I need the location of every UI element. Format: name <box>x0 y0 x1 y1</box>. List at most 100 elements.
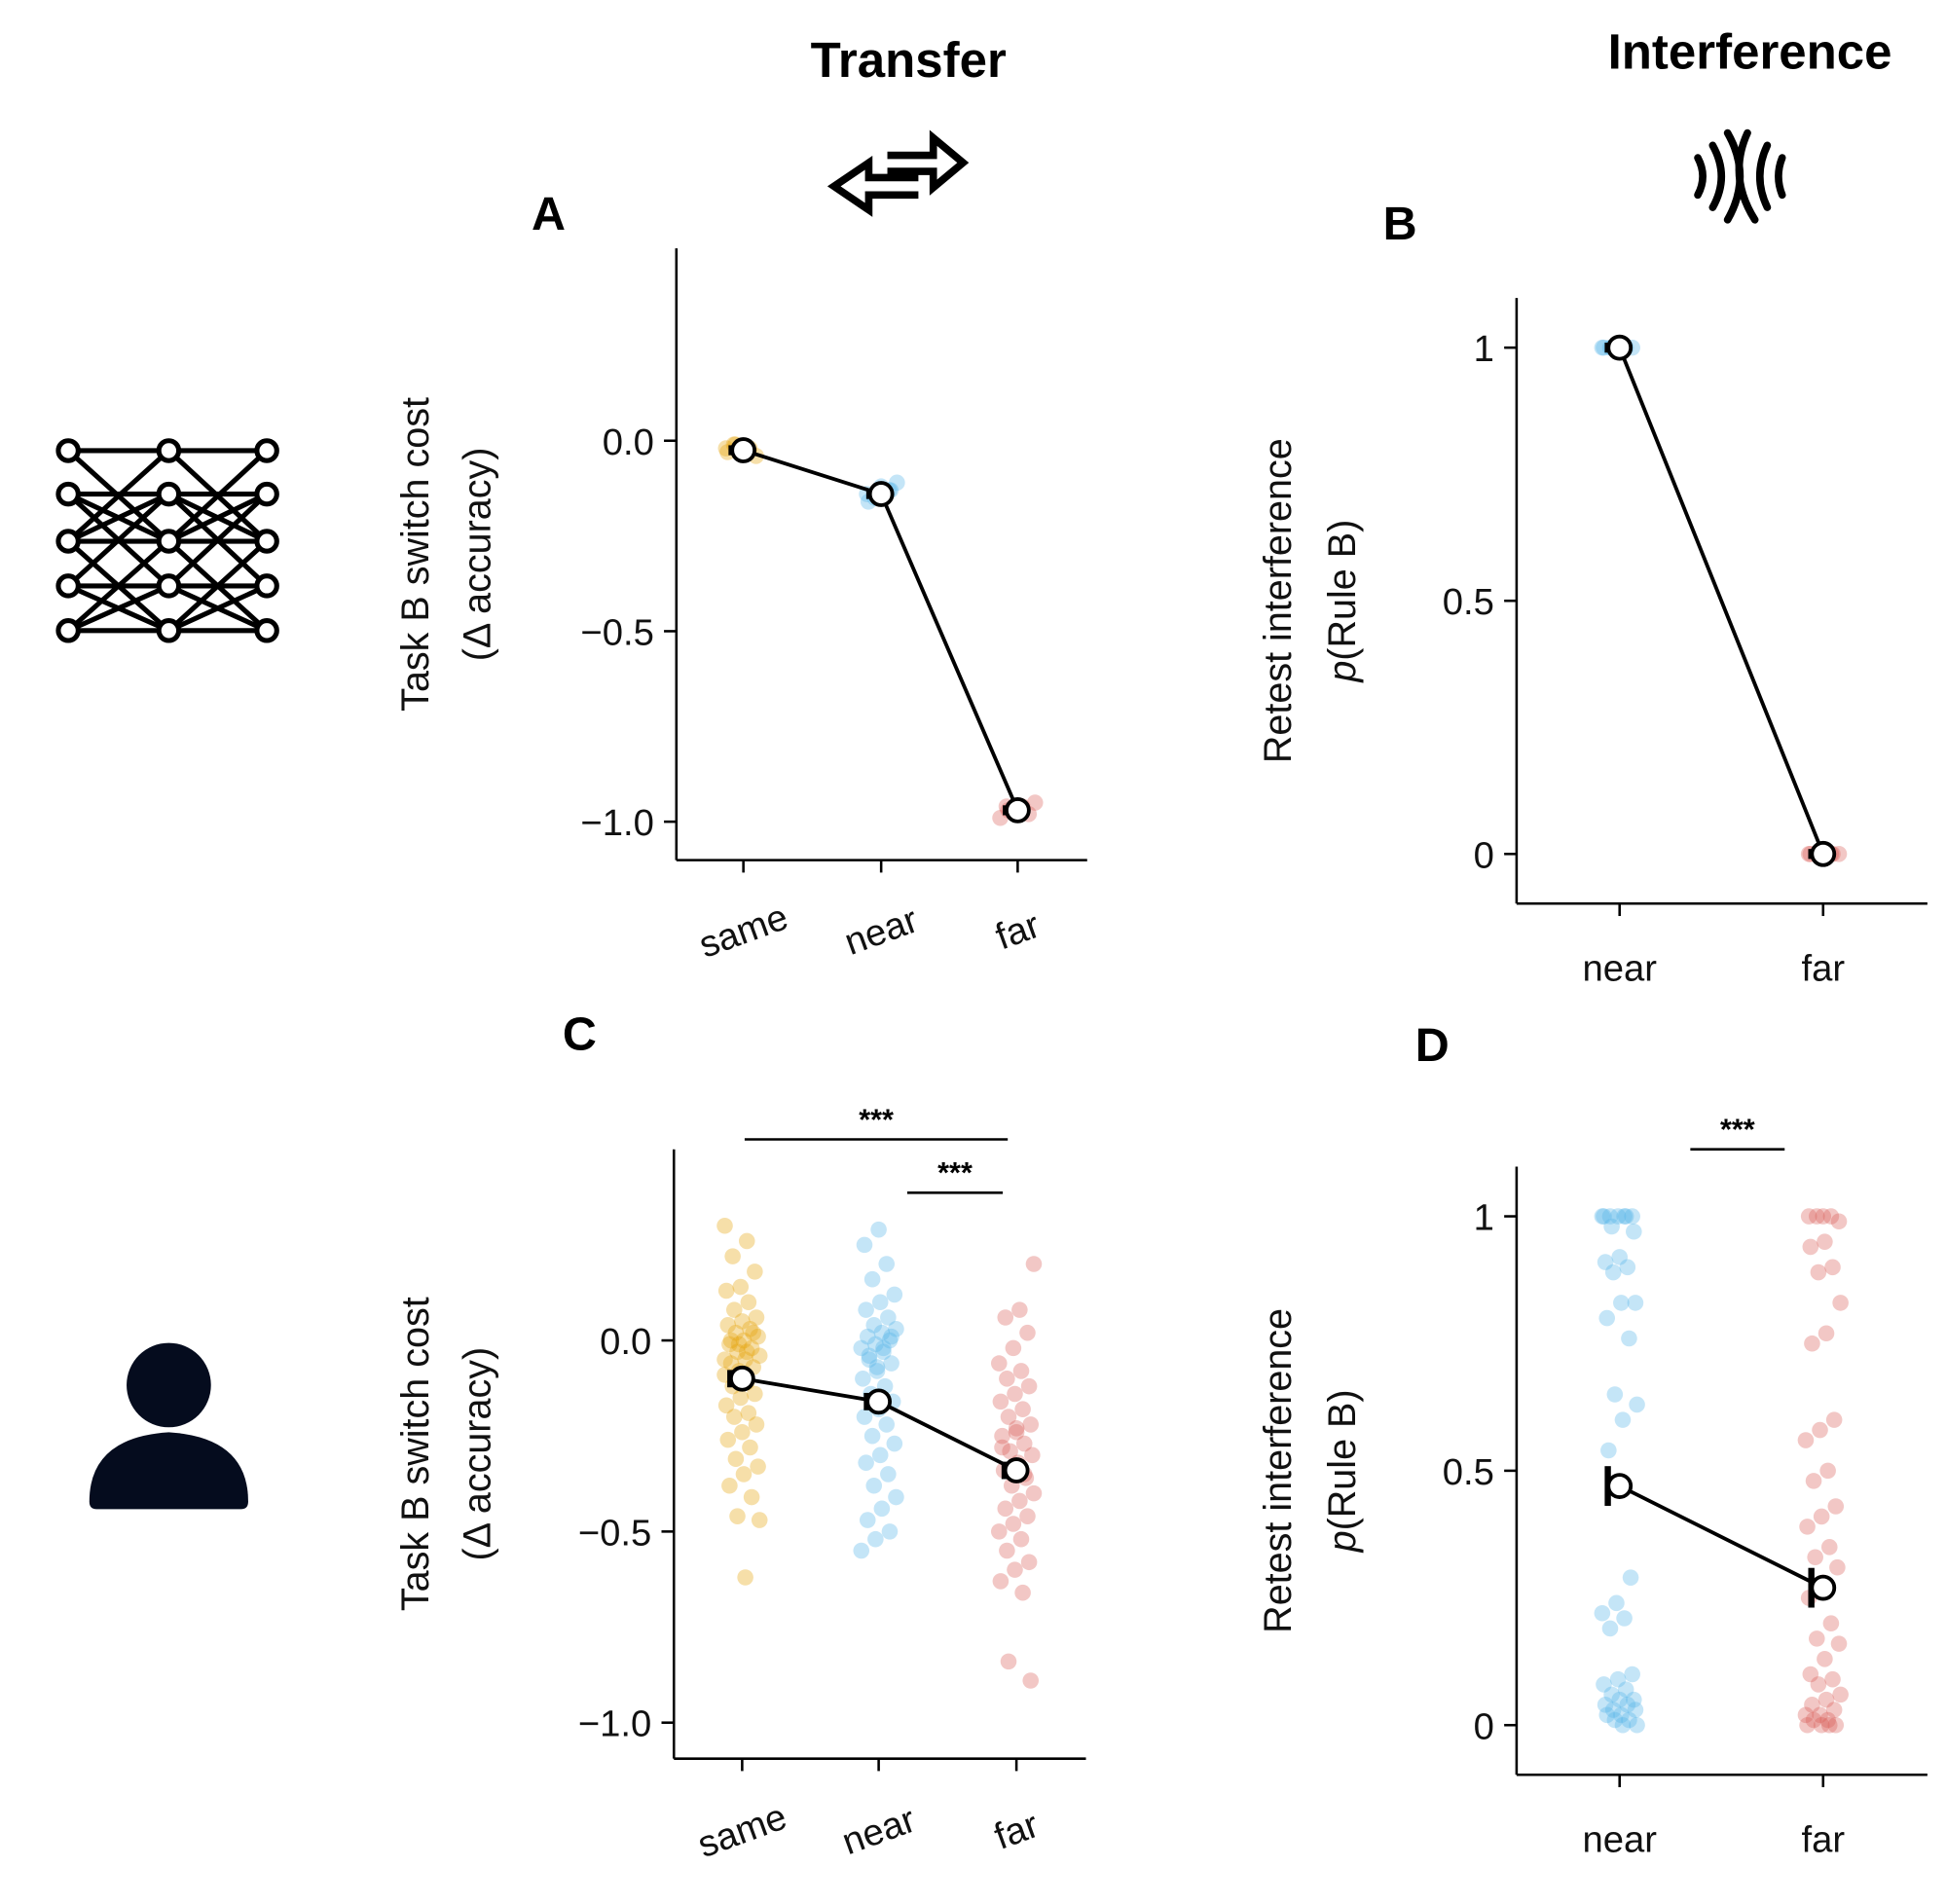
data-point-same <box>716 1351 733 1368</box>
data-point-near <box>889 474 905 492</box>
data-point-far <box>1817 1325 1835 1342</box>
x-tick-label: same <box>692 1796 792 1866</box>
mean-line <box>1618 1483 1824 1590</box>
data-point-far <box>1799 1716 1816 1734</box>
panel-A: A 0.0 −0.5 −1.0 same near far Task B switch cos… <box>394 188 1087 967</box>
data-point-far <box>1820 1716 1838 1734</box>
data-point-far <box>1022 1672 1040 1689</box>
x-tick-label: far <box>1801 1818 1845 1860</box>
mean-marker <box>867 481 895 507</box>
data-point-near <box>863 1270 881 1288</box>
data-point-far <box>1007 1561 1023 1578</box>
data-point-far <box>999 1371 1015 1387</box>
data-point-near <box>1594 1604 1611 1622</box>
network-edge <box>66 539 171 633</box>
network-node <box>156 529 182 554</box>
data-point-near <box>1627 1702 1644 1718</box>
data-point-far <box>1810 1263 1827 1281</box>
data-point-near <box>1604 1263 1622 1281</box>
data-point-near <box>1621 1711 1637 1729</box>
x-tick-label: far <box>989 1804 1045 1858</box>
panel-label: C <box>563 1008 597 1061</box>
data-point-near <box>1614 1716 1632 1734</box>
data-point-near <box>1597 1697 1614 1713</box>
data-point-far <box>999 1542 1015 1559</box>
data-point-far <box>997 1309 1014 1326</box>
network-node <box>156 618 182 643</box>
data-point-near <box>867 1336 884 1353</box>
y-tick-label: 0.5 <box>1443 1451 1494 1493</box>
data-point-far <box>1810 1676 1827 1693</box>
y-axis-label-unit: (Δ accuracy) <box>457 1347 499 1561</box>
data-point-far <box>1011 1301 1028 1318</box>
data-point-near <box>886 1435 903 1452</box>
data-point-same <box>730 1336 748 1353</box>
data-point-near <box>1594 1208 1611 1225</box>
data-point-far <box>1000 1653 1017 1670</box>
data-point-near <box>1603 1686 1620 1703</box>
panel-label: D <box>1415 1019 1450 1072</box>
data-point-far <box>1008 1420 1025 1437</box>
mean-marker <box>1810 840 1837 867</box>
y-tick-label: 0.5 <box>1443 581 1494 623</box>
header-interference: Interference <box>1608 23 1892 79</box>
data-point-near <box>1617 1681 1634 1698</box>
data-point-same <box>722 1332 740 1349</box>
network-edge <box>166 449 269 543</box>
data-point-same <box>721 1336 738 1353</box>
data-point-same <box>747 1385 763 1403</box>
data-point-same <box>716 1217 733 1234</box>
data-point-near <box>1624 1208 1640 1225</box>
y-axis-label: Retest interference <box>1257 1308 1300 1633</box>
data-point-far <box>1019 1324 1036 1341</box>
data-point-same <box>719 1431 737 1448</box>
data-point-far <box>1819 1711 1836 1729</box>
mean-marker <box>1606 1473 1634 1499</box>
data-point-far <box>1825 1702 1843 1718</box>
bidirectional-arrow-icon <box>826 129 970 217</box>
data-point-far <box>1805 1473 1822 1489</box>
data-point-same <box>748 1416 765 1433</box>
data-point-same <box>737 1569 753 1586</box>
data-point-same <box>721 1477 738 1494</box>
panel-C: C 0.0 −0.5 −1.0 same near far Task B switch cos… <box>394 1008 1086 1866</box>
data-point-far <box>1812 1421 1828 1439</box>
y-axis-label-line2: p(Rule B) <box>1321 1389 1364 1553</box>
data-point-same <box>737 1351 753 1368</box>
data-point-far <box>994 1439 1010 1456</box>
data-point-far <box>992 1573 1010 1590</box>
data-point-same <box>748 1309 765 1326</box>
data-point-far <box>1025 1484 1043 1502</box>
data-point-far <box>1005 1339 1022 1357</box>
data-point-same <box>732 1389 750 1407</box>
data-point-far <box>1002 1443 1018 1460</box>
data-point-near <box>1621 1330 1637 1347</box>
data-point-same <box>734 1423 751 1441</box>
significance-label: *** <box>1720 1114 1755 1147</box>
data-point-far <box>1014 1584 1031 1601</box>
data-point-far <box>1819 1462 1836 1480</box>
network-node <box>55 529 81 554</box>
data-point-near <box>883 1355 900 1372</box>
neural-network-icon <box>55 438 279 643</box>
data-point-near <box>855 1371 871 1387</box>
data-point-far <box>990 1355 1008 1372</box>
data-point-near <box>856 1236 873 1254</box>
data-point-far <box>1015 1435 1033 1452</box>
data-point-near <box>1606 1711 1624 1729</box>
network-edge <box>167 583 269 634</box>
network-edge <box>166 492 269 588</box>
panel-D: D 1 0.5 0 near far Retest interference p(Rule B… <box>1257 1019 1928 1860</box>
data-point-same <box>735 1466 753 1483</box>
x-tick-label: near <box>836 1798 921 1863</box>
x-tick-label: near <box>1582 1818 1657 1860</box>
data-point-near <box>1611 1691 1628 1708</box>
data-point-same <box>717 1397 735 1414</box>
data-point-near <box>1596 1676 1612 1693</box>
data-point-near <box>1629 1716 1645 1734</box>
y-tick-label: 0.0 <box>603 421 654 463</box>
y-tick-label: 1 <box>1474 328 1494 370</box>
significance-label: *** <box>859 1103 894 1136</box>
data-point-far <box>1012 1530 1030 1548</box>
data-point-far <box>1815 1208 1832 1225</box>
